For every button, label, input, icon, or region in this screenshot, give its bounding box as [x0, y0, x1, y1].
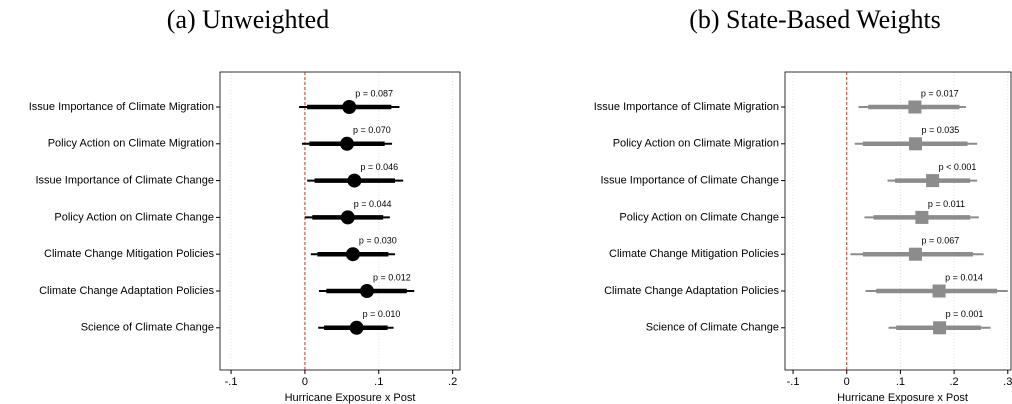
y-tick-label: Climate Change Mitigation Policies — [609, 248, 779, 260]
x-tick-label: -.1 — [225, 376, 238, 388]
y-tick-label: Policy Action on Climate Migration — [613, 138, 779, 150]
estimate — [345, 247, 360, 262]
p-value-label: p = 0.035 — [921, 125, 959, 135]
plot-frame — [784, 71, 1012, 371]
estimate — [349, 320, 364, 335]
x-tick-label: .1 — [896, 376, 905, 388]
estimate — [340, 136, 355, 151]
y-tick-label: Issue Importance of Climate Change — [600, 175, 779, 187]
p-value-label: p = 0.014 — [945, 272, 983, 282]
plot-frame — [219, 71, 461, 371]
panel-title: (a) Unweighted — [167, 5, 329, 34]
y-tick-label: Policy Action on Climate Change — [619, 211, 779, 223]
estimate — [932, 284, 946, 298]
y-tick-label: Climate Change Adaptation Policies — [604, 285, 779, 297]
p-value-label: p = 0.011 — [928, 199, 965, 209]
x-tick-label: -.1 — [787, 376, 800, 388]
estimate — [908, 100, 922, 114]
x-axis-label: Hurricane Exposure x Post — [285, 392, 416, 404]
y-tick-label: Issue Importance of Climate Migration — [29, 101, 214, 113]
estimate — [908, 137, 922, 151]
x-axis-label: Hurricane Exposure x Post — [837, 392, 968, 404]
y-tick-label: Climate Change Adaptation Policies — [39, 285, 214, 297]
estimate — [342, 100, 357, 114]
estimate — [933, 321, 947, 335]
p-value-label: p = 0.070 — [353, 125, 391, 135]
y-tick-label: Policy Action on Climate Change — [54, 211, 214, 223]
y-tick-label: Issue Importance of Climate Migration — [594, 101, 779, 113]
estimate — [340, 210, 355, 225]
p-value-label: p = 0.030 — [359, 236, 397, 246]
x-tick-label: .2 — [950, 376, 959, 388]
p-value-label: p = 0.017 — [921, 88, 959, 98]
estimate — [915, 210, 929, 224]
x-tick-label: .3 — [1003, 376, 1012, 388]
x-tick-label: 0 — [844, 376, 850, 388]
x-tick-label: .1 — [374, 376, 383, 388]
y-tick-label: Issue Importance of Climate Change — [35, 175, 214, 187]
p-value-label: p = 0.001 — [946, 309, 984, 319]
x-tick-label: 0 — [302, 376, 308, 388]
p-value-label: p = 0.010 — [363, 309, 401, 319]
y-tick-label: Climate Change Mitigation Policies — [44, 248, 214, 260]
p-value-label: p < 0.001 — [939, 162, 977, 172]
y-tick-label: Science of Climate Change — [646, 322, 779, 334]
y-tick-label: Policy Action on Climate Migration — [48, 138, 214, 150]
estimate — [908, 247, 922, 261]
estimate — [347, 173, 362, 188]
estimate — [926, 174, 940, 188]
y-tick-label: Science of Climate Change — [81, 322, 214, 334]
p-value-label: p = 0.046 — [360, 162, 398, 172]
p-value-label: p = 0.067 — [921, 236, 959, 246]
p-value-label: p = 0.012 — [373, 272, 411, 282]
estimate — [359, 284, 374, 298]
p-value-label: p = 0.087 — [355, 88, 393, 98]
p-value-label: p = 0.044 — [354, 199, 392, 209]
panel-title: (b) State-Based Weights — [689, 5, 941, 34]
x-tick-label: .2 — [448, 376, 457, 388]
